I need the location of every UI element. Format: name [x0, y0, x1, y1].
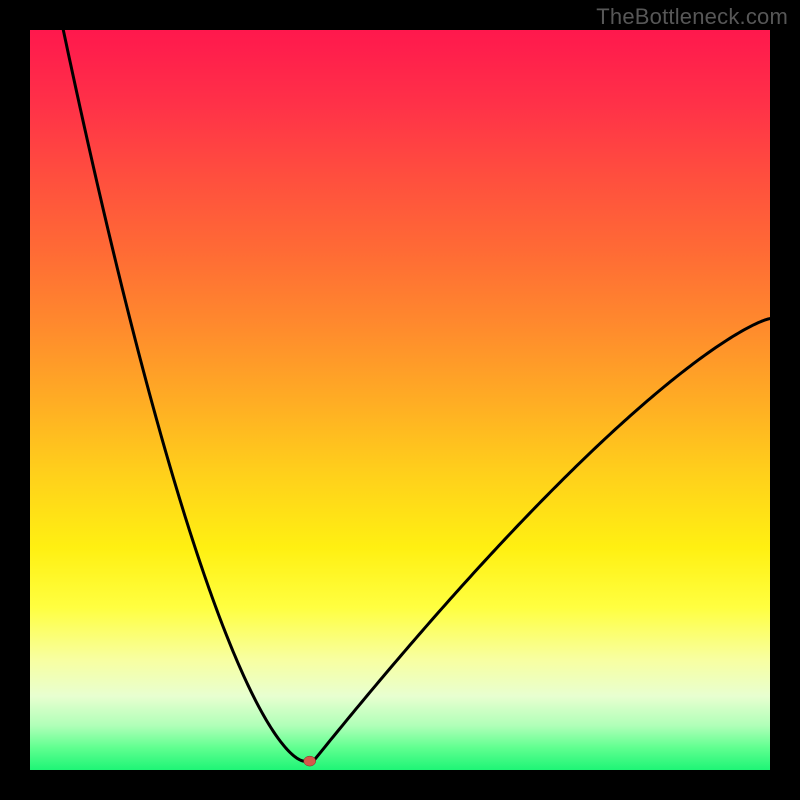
watermark-text: TheBottleneck.com [596, 4, 788, 30]
chart-container: TheBottleneck.com [0, 0, 800, 800]
bottleneck-chart [0, 0, 800, 800]
optimal-marker [304, 756, 316, 766]
